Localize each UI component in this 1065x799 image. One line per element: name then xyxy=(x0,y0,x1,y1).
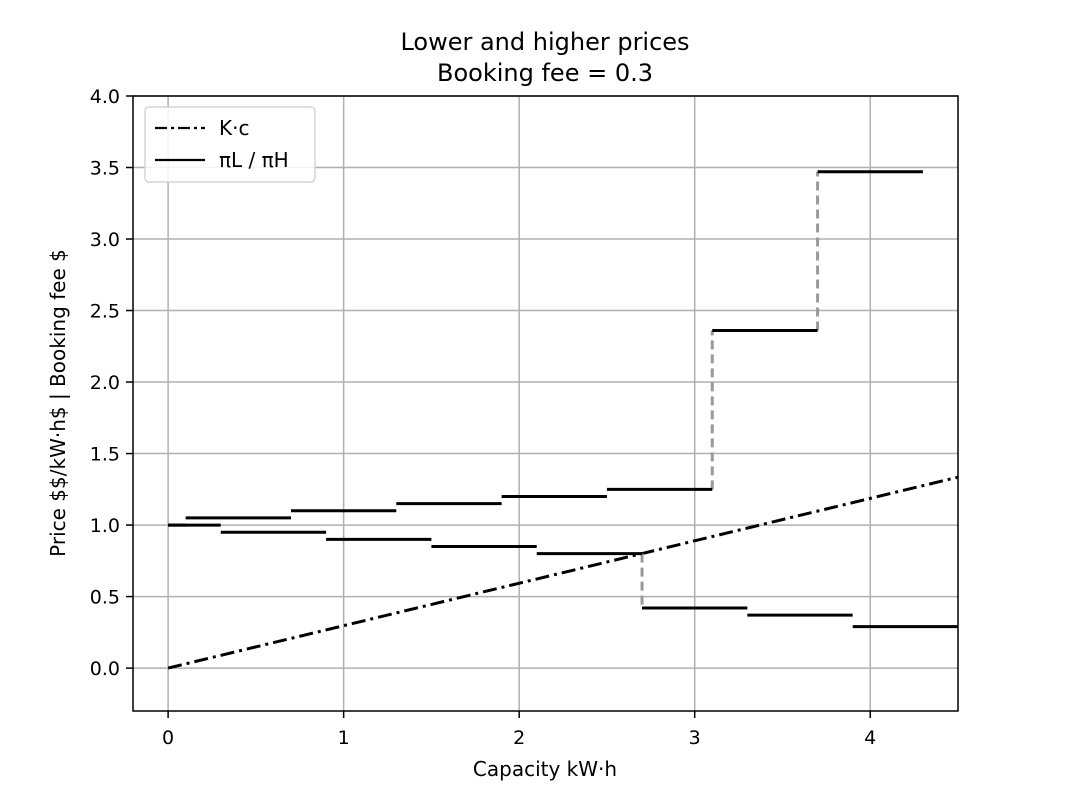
legend-box xyxy=(144,106,316,183)
y-tick-label: 1.0 xyxy=(90,515,120,537)
x-tick-label: 3 xyxy=(689,727,701,749)
y-tick-label: 2.0 xyxy=(90,372,120,394)
chart-title: Lower and higher prices xyxy=(400,28,689,56)
plot-series xyxy=(167,170,959,670)
chart-subtitle: Booking fee = 0.3 xyxy=(437,59,653,87)
y-tick-label: 0.0 xyxy=(90,658,120,680)
y-tick-label: 3.5 xyxy=(90,158,120,180)
legend-label-kc: K·c xyxy=(219,116,249,140)
legend-label-prices: πL / πH xyxy=(219,148,289,172)
plot-frame xyxy=(132,95,959,712)
y-tick-label: 1.5 xyxy=(90,444,120,466)
x-tick-label: 2 xyxy=(513,727,525,749)
legend: K·c πL / πH xyxy=(144,106,316,183)
x-tick-label: 0 xyxy=(162,727,174,749)
axis-ticks: 0 1 2 3 4 0.0 0.5 1.0 1.5 2.0 2.5 3.0 3.5 4.0 xyxy=(90,86,876,749)
x-axis-label: Capacity kW·h xyxy=(473,757,617,781)
grid xyxy=(133,95,958,711)
x-tick-label: 1 xyxy=(338,727,350,749)
y-tick-label: 4.0 xyxy=(90,86,120,108)
y-tick-label: 3.0 xyxy=(90,229,120,251)
kc-line xyxy=(167,475,959,670)
x-tick-label: 4 xyxy=(864,727,876,749)
y-tick-label: 0.5 xyxy=(90,587,120,609)
y-tick-label: 2.5 xyxy=(90,301,120,323)
y-axis-label: Price $$/kW·h$ | Booking fee $ xyxy=(46,249,70,557)
